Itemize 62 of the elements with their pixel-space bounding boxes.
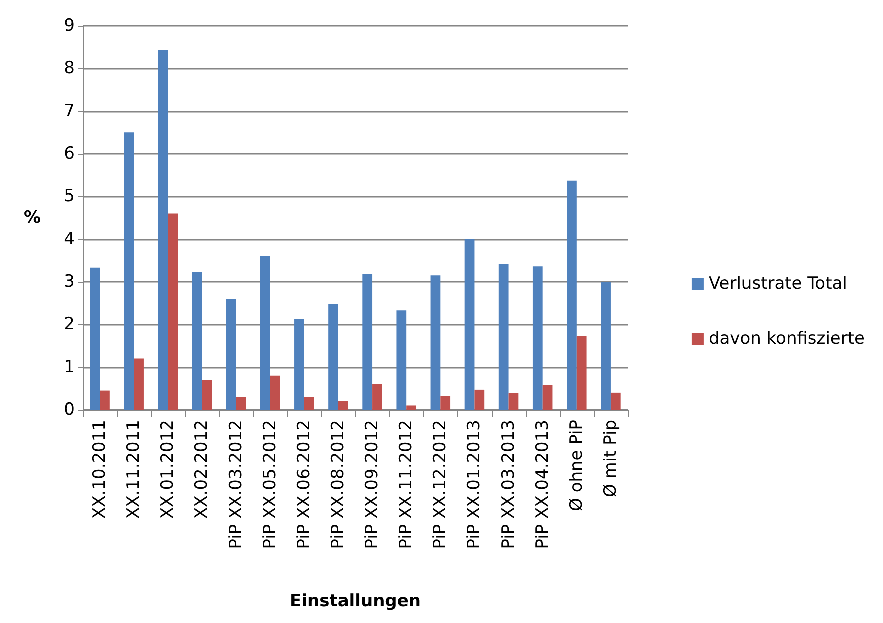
x-tick-label: PiP XX.11.2012 xyxy=(396,420,417,550)
y-tick-label: 6 xyxy=(64,144,75,164)
y-tick-label: 7 xyxy=(64,101,75,122)
bar xyxy=(372,384,382,410)
y-axis-title: % xyxy=(24,208,41,228)
bar xyxy=(304,397,314,410)
y-tick-label: 2 xyxy=(64,314,75,335)
legend-label: Verlustrate Total xyxy=(708,274,848,294)
bar xyxy=(362,274,373,410)
x-tick-label: XX.11.2011 xyxy=(124,420,144,519)
bar xyxy=(202,380,212,410)
bar xyxy=(294,319,304,410)
bar xyxy=(158,50,168,410)
x-tick-label: Ø mit Pip xyxy=(600,420,621,498)
y-tick-label: 3 xyxy=(64,272,75,292)
x-tick-label: PiP XX.05.2012 xyxy=(260,420,280,550)
bar xyxy=(464,239,475,410)
x-axis-title: Einstallungen xyxy=(290,592,421,612)
y-tick-label: 4 xyxy=(64,229,75,250)
bar xyxy=(576,336,587,410)
bar xyxy=(440,396,451,410)
bar xyxy=(474,390,485,410)
x-tick-label: XX.01.2012 xyxy=(158,420,178,519)
bar xyxy=(100,390,110,410)
bar xyxy=(270,376,280,410)
x-tick-label: XX.10.2011 xyxy=(90,420,110,519)
bar xyxy=(532,266,543,410)
bar xyxy=(192,272,202,410)
x-tick-label: PiP XX.01.2013 xyxy=(464,420,485,550)
bar xyxy=(168,214,178,410)
bar xyxy=(236,397,246,410)
x-tick-label: PiP XX.03.2012 xyxy=(226,420,246,550)
bar xyxy=(396,310,407,410)
y-tick-label: 5 xyxy=(64,186,75,207)
bar xyxy=(430,276,441,410)
bar xyxy=(542,385,553,410)
y-tick-label: 0 xyxy=(64,400,75,420)
bar xyxy=(90,268,100,410)
bar xyxy=(338,401,348,410)
x-tick-label: PiP XX.08.2012 xyxy=(328,420,348,550)
x-tick-label: XX.02.2012 xyxy=(192,420,212,519)
x-tick-label: PiP XX.09.2012 xyxy=(362,420,383,550)
bar xyxy=(328,304,338,410)
bar xyxy=(260,256,270,410)
x-tick-label: PiP XX.06.2012 xyxy=(294,420,314,550)
y-tick-label: 8 xyxy=(64,58,75,79)
y-tick-label: 1 xyxy=(64,357,75,378)
x-tick-label: PiP XX.03.2013 xyxy=(498,420,519,550)
x-tick-label: PiP XX.04.2013 xyxy=(532,420,553,550)
x-tick-label: PiP XX.12.2012 xyxy=(430,420,451,550)
bar xyxy=(610,392,621,410)
bar xyxy=(406,406,416,410)
bar xyxy=(124,132,134,410)
bar xyxy=(134,358,144,410)
bar xyxy=(508,393,519,410)
bar xyxy=(601,282,611,410)
bar xyxy=(567,180,577,410)
bar xyxy=(226,299,236,410)
legend-label: davon konfiszierte xyxy=(708,329,865,349)
y-tick-label: 9 xyxy=(64,16,75,36)
x-tick-label: Ø ohne PiP xyxy=(566,420,587,512)
bar xyxy=(498,264,509,410)
